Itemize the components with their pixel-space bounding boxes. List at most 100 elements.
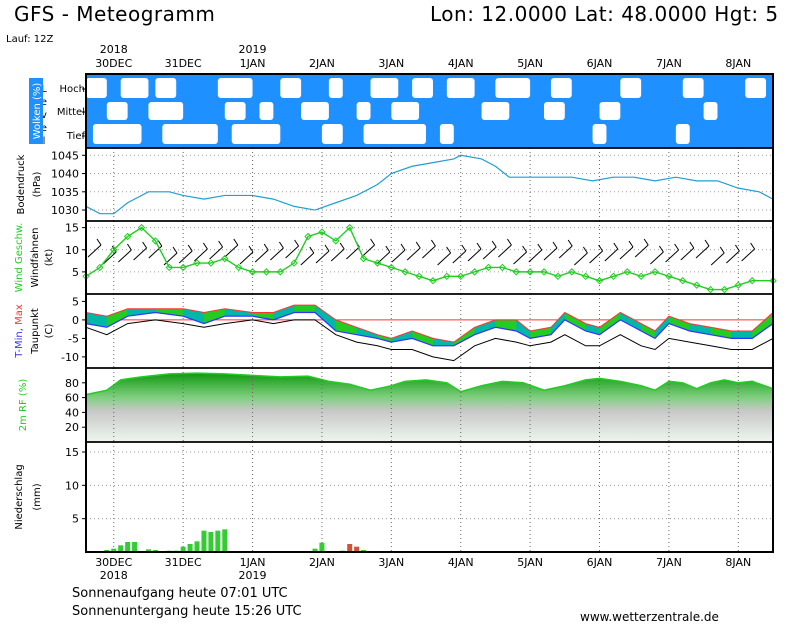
cloud-cell [592,124,607,144]
cloud-cell [439,124,454,144]
wind-speed-marker [207,259,215,267]
precip-y-tick-label: 15 [65,446,79,459]
rh-area [86,373,773,442]
top-date-label: 8JAN [725,57,751,70]
cloud-level-label: Hoch [60,84,85,95]
cloud-cell [745,78,767,98]
cloud-level-label: Mittel [57,107,85,118]
wind-speed-marker [401,268,409,276]
cloud-panel-title: Wolken (%) [32,83,43,140]
wind-speed-marker [595,277,604,285]
wind-barb [148,245,163,259]
temp-band-segment [203,308,225,324]
location-info: Lon: 12.0000 Lat: 48.0000 Hgt: 5 [430,2,779,26]
wind-barb-flag [613,242,619,250]
wind-barb-flag [415,241,421,249]
wind-speed-marker [609,272,618,281]
wind-speed-marker [123,232,132,241]
precip-bar [118,545,124,552]
cloud-cell [259,102,274,120]
wind-speed-marker [637,272,645,281]
precip-bar [125,542,131,552]
wind-barb [391,249,406,263]
temp-band-segment [294,305,315,313]
cloud-cell [620,78,642,98]
wind-barb-flag [385,245,391,253]
wind-barb-flag [643,238,649,246]
rh-y-tick-label: 40 [65,406,79,419]
cloud-cell [224,102,246,120]
wind-speed-marker [179,263,187,272]
wind-speed-marker [332,237,340,245]
panel-frame [85,441,774,553]
tmin-title-part: T-Min, [14,325,25,359]
wind-barb [680,247,695,261]
level-axis-letter: e [41,97,47,108]
cloud-cell [544,102,565,120]
wind-speed-marker [96,263,104,272]
level-axis-letter: v [41,110,47,121]
wind-speed-marker [679,277,687,285]
bottom-date-label: 8JAN [725,556,751,569]
wind-barb-flag [172,246,178,254]
wind-barb [650,251,664,265]
temp-y-tick-label: -10 [61,351,79,364]
wind-speed-marker [318,228,326,236]
precip-title: Niederschlag [14,464,25,529]
wind-barb-flag [142,241,148,249]
wind-barb-flag [278,241,284,249]
cloud-level-label: Tief [66,131,86,142]
wind-barb [133,247,147,261]
wind-speed-marker [748,277,756,285]
wind-speed-marker [665,272,673,281]
precip-bar [347,544,353,552]
wind-speed-marker [512,268,520,276]
temp-band-segment [377,334,392,343]
pressure-y-tick-label: 1035 [51,186,79,199]
precip-bar [354,546,360,552]
precip-bar [319,542,325,552]
cloud-cell [148,102,184,120]
wind-barb [634,244,649,258]
temp-band-segment [412,331,433,346]
temp-unit: (C) [44,324,55,339]
wind-barb-flag [218,240,224,248]
wind-speed-marker [221,254,229,263]
wind-speed-marker [345,223,354,232]
temp-band-segment [564,312,586,331]
wind-barb-flag [658,245,664,253]
wind-barb-flag [446,246,452,254]
tmax-line [85,304,774,343]
wind-barb-flag [309,246,315,254]
temp-band-segment [641,323,656,339]
wind-speed-marker [429,277,437,285]
wind-speed-marker [720,285,729,294]
cloud-title-bg [29,78,43,144]
sunset-text: Sonnenuntergang heute 15:26 UTC [72,604,302,619]
wind-barb-flag [582,246,588,254]
precip-bar [132,542,138,552]
wind-unit: (kt) [44,249,55,267]
temp-title: T-Min, Max [14,304,25,359]
cloud-cell [162,124,218,144]
wind-speed-marker [359,254,368,263]
precip-unit: (mm) [32,483,43,510]
cloud-cell [703,102,718,120]
website-link[interactable]: www.wetterzentrale.de [580,610,719,624]
wind-barb-flag [400,243,406,251]
wind-speed-marker [234,263,243,272]
cloud-cell [363,124,427,144]
wind-speed-marker [304,232,312,241]
wind-barb [330,248,345,262]
wind-speed-marker [470,268,479,276]
rh-title: 2m RF (%) [18,379,29,432]
wind-barb [87,244,102,258]
bottom-date-label: 5JAN [517,556,543,569]
wind-barb-flag [370,238,376,246]
bottom-date-label: 4JAN [448,556,474,569]
temp-y-tick-label: 0 [72,314,79,327]
bottom-year-label: 2018 [100,569,128,582]
wind-barb-flag [522,245,528,253]
wind-speed-marker [457,272,465,281]
temp-band-segment [599,312,621,335]
